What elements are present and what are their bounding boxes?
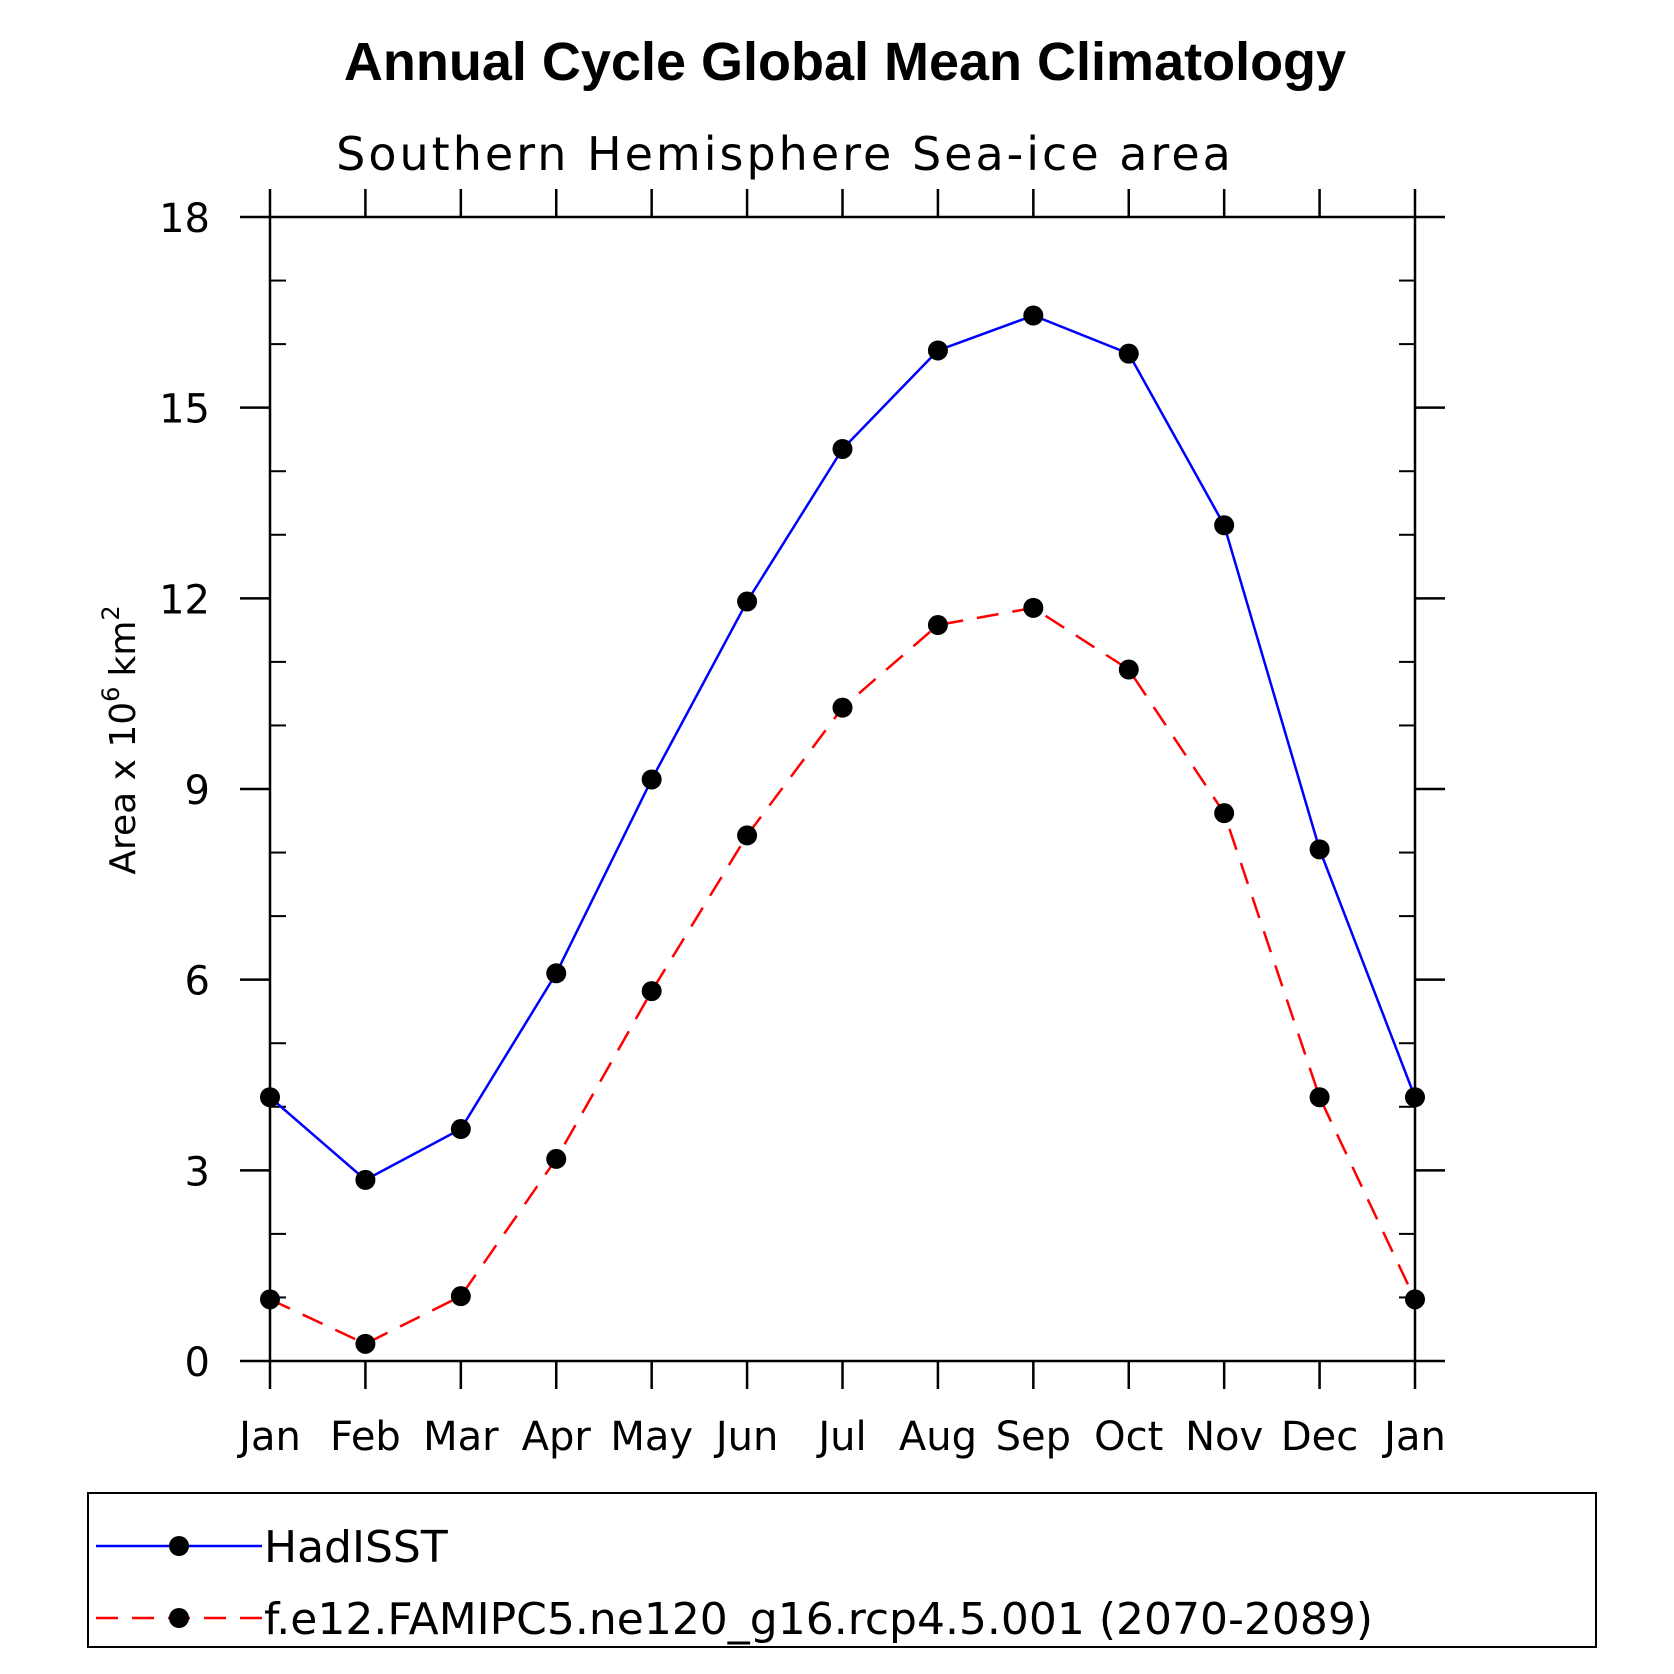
data-point	[832, 438, 853, 459]
legend-label: HadISST	[264, 1522, 448, 1573]
y-label-exponent: 6	[97, 687, 125, 702]
series-group	[260, 305, 1425, 1354]
y-tick-labels: 0 3 6 9 12 15 18	[159, 196, 210, 1386]
series-0	[260, 305, 1425, 1190]
x-tick-label: Jan	[236, 1414, 301, 1460]
data-point	[450, 1286, 471, 1307]
data-point	[641, 769, 662, 790]
y-tick-label: 15	[159, 387, 210, 433]
y-tick-label: 12	[159, 577, 210, 623]
y-tick-label: 0	[185, 1340, 210, 1386]
data-point	[355, 1333, 376, 1354]
data-point	[1405, 1087, 1425, 1108]
data-point	[1309, 839, 1330, 860]
y-tick-label: 3	[185, 1149, 210, 1195]
data-point	[546, 963, 567, 984]
y-tick-label: 9	[185, 768, 210, 814]
x-tick-label: Sep	[996, 1414, 1071, 1460]
x-tick-label: Mar	[423, 1414, 499, 1460]
data-point	[641, 981, 662, 1002]
x-tick-label: Nov	[1185, 1414, 1263, 1460]
data-point	[737, 591, 758, 612]
y-tick-label: 18	[159, 196, 210, 242]
series-line	[269, 606, 1417, 1346]
x-tick-label: Apr	[522, 1414, 592, 1460]
y-tick-label: 6	[185, 959, 210, 1005]
data-point	[927, 340, 948, 361]
legend-marker	[169, 1608, 189, 1628]
series-1	[260, 597, 1425, 1354]
plot-frame	[268, 215, 1417, 1363]
axes	[240, 189, 1445, 1389]
data-point	[832, 697, 853, 718]
x-tick-label: Aug	[899, 1414, 977, 1460]
data-point	[1118, 343, 1139, 364]
data-point	[450, 1119, 471, 1140]
x-tick-label: Oct	[1094, 1414, 1163, 1460]
data-point	[260, 1289, 280, 1310]
data-point	[737, 825, 758, 846]
svg-text:Area x 106km2: Area x 106 km2	[97, 605, 144, 874]
data-point	[1405, 1289, 1425, 1310]
legend: HadISST f.e12.FAMIPC5.ne120_g16.rcp4.5.00…	[87, 1492, 1597, 1648]
x-tick-label: Jan	[1381, 1414, 1446, 1460]
x-tick-label: May	[610, 1414, 693, 1460]
data-point	[1023, 597, 1044, 618]
legend-box	[87, 1492, 1597, 1648]
y-label-prefix: Area x 10	[103, 702, 144, 875]
x-tick-label: Feb	[330, 1414, 401, 1460]
data-point	[927, 615, 948, 636]
x-tick-label: Jun	[713, 1414, 779, 1460]
data-point	[1214, 803, 1235, 824]
x-tick-label: Dec	[1281, 1414, 1358, 1460]
legend-label: f.e12.FAMIPC5.ne120_g16.rcp4.5.001 (2070…	[264, 1594, 1373, 1645]
data-point	[1214, 515, 1235, 536]
chart-subtitle: Southern Hemisphere Sea-ice area	[336, 127, 1234, 181]
data-point	[546, 1148, 567, 1169]
data-point	[1118, 659, 1139, 680]
x-tick-labels: Jan Feb Mar Apr May Jun Jul Aug Sep Oct Nov Dec Jan	[236, 1414, 1446, 1460]
legend-marker	[169, 1536, 189, 1556]
y-label-unit: km	[103, 621, 144, 677]
data-point	[1309, 1087, 1330, 1108]
data-point	[355, 1169, 376, 1190]
y-label-unit-exponent: 2	[97, 605, 125, 620]
x-tick-label: Jul	[815, 1414, 866, 1460]
chart-title: Annual Cycle Global Mean Climatology	[344, 32, 1346, 92]
y-axis-label: Area x 106 km2	[97, 605, 144, 874]
data-point	[260, 1087, 280, 1108]
data-point	[1023, 305, 1044, 326]
